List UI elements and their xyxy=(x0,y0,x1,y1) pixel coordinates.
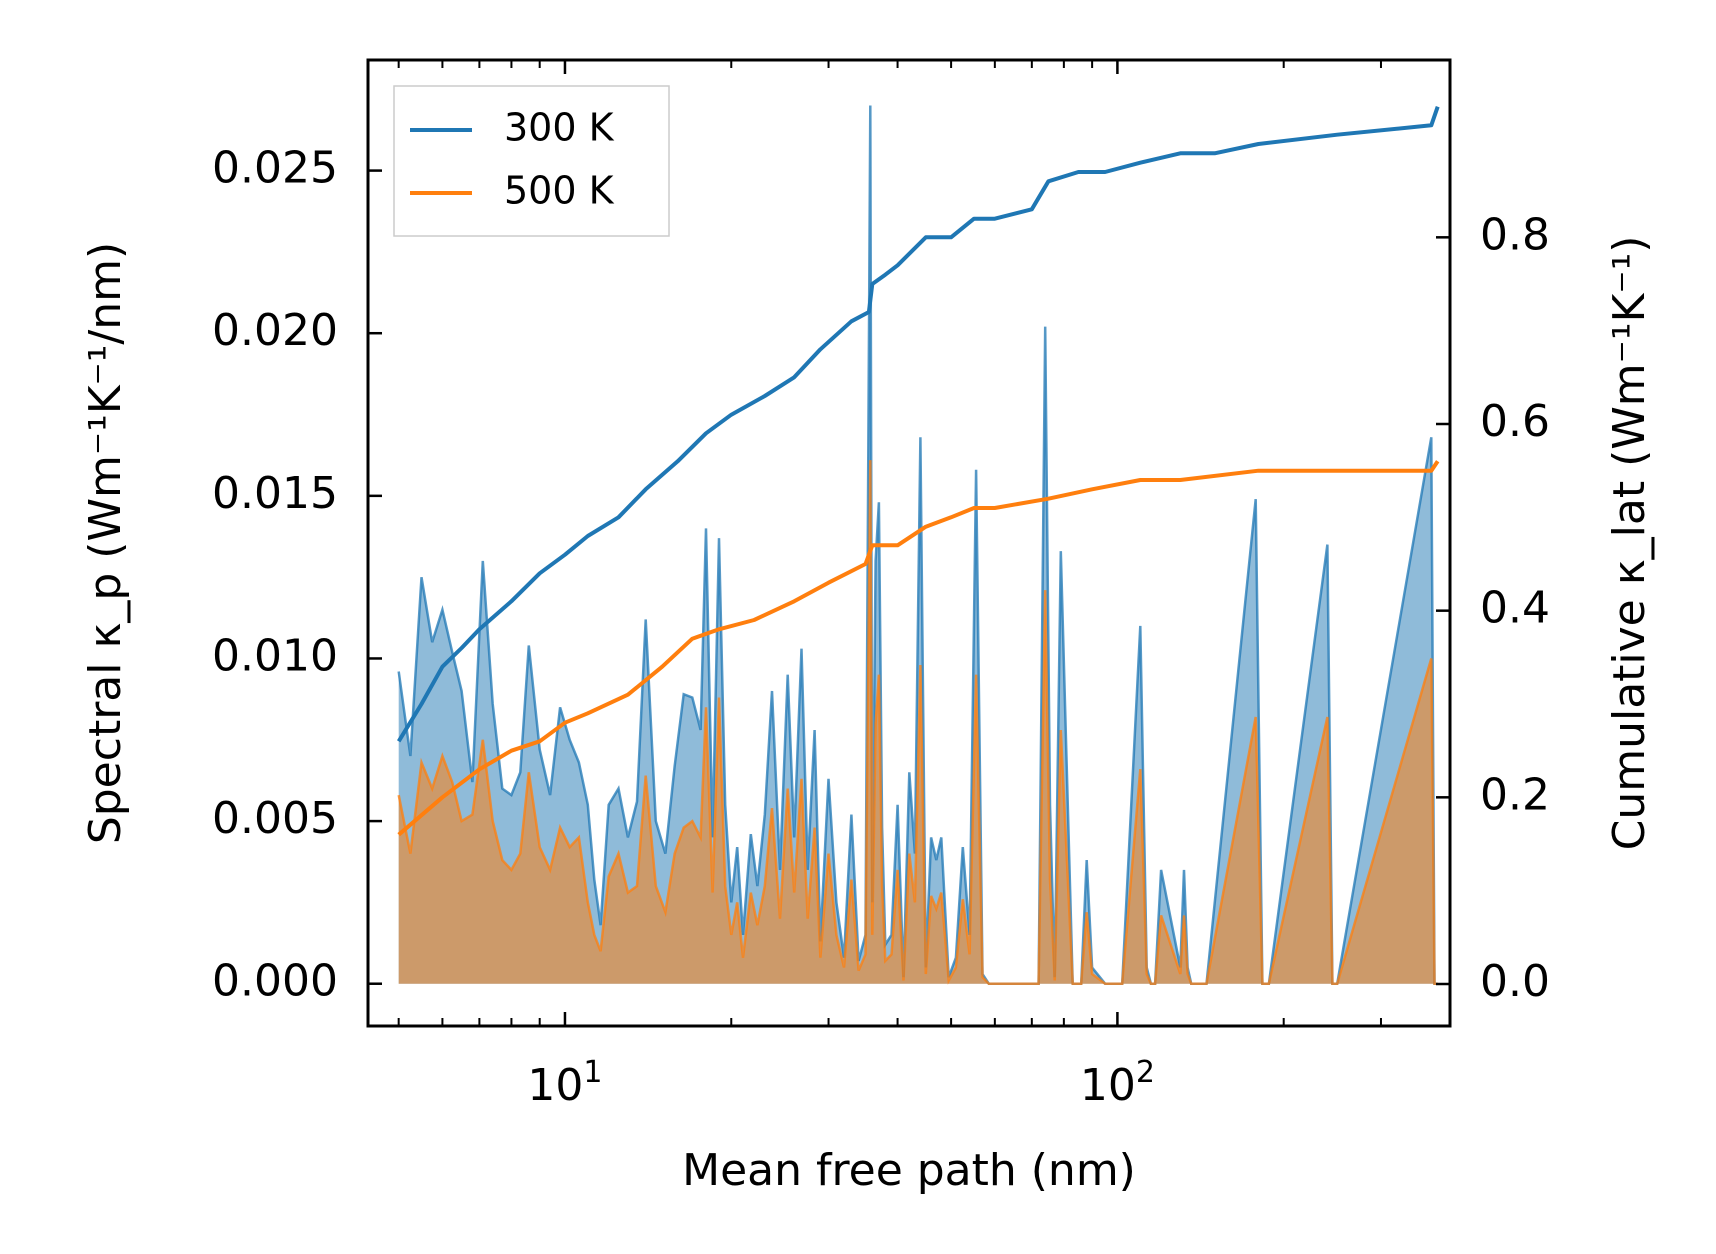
y-left-tick-label: 0.005 xyxy=(212,793,338,844)
y-left-tick-label: 0.025 xyxy=(212,143,338,194)
legend-box xyxy=(393,85,670,237)
y-right-tick-label: 0.6 xyxy=(1480,396,1550,447)
legend: 300 K 500 K xyxy=(393,85,670,237)
plot-area xyxy=(396,105,1440,985)
x-tick-label: 102 xyxy=(1080,1055,1155,1111)
spectral-area-500k xyxy=(398,460,1438,984)
y-right-tick-label: 0.4 xyxy=(1480,583,1550,634)
y-left-tick-label: 0.000 xyxy=(212,956,338,1007)
legend-label-500k: 500 K xyxy=(504,169,615,213)
x-tick-label: 101 xyxy=(527,1055,602,1111)
y-right-tick-label: 0.8 xyxy=(1480,209,1550,260)
y-right-axis-title: Cumulative κ_lat (Wm⁻¹K⁻¹) xyxy=(1604,236,1655,851)
y-left-axis-title: Spectral κ_p (Wm⁻¹K⁻¹/nm) xyxy=(80,242,131,844)
cumulative-line-300k xyxy=(396,106,1440,743)
x-axis-title: Mean free path (nm) xyxy=(682,1145,1136,1196)
y-right-tick-label: 0.2 xyxy=(1480,769,1550,820)
y-left-tick-label: 0.020 xyxy=(212,305,338,356)
tick-marks xyxy=(368,60,1451,1026)
legend-label-300k: 300 K xyxy=(504,106,615,150)
spectral-line-300k xyxy=(397,105,1438,985)
plot-frame xyxy=(366,58,1452,1028)
y-left-tick-label: 0.015 xyxy=(212,468,338,519)
spectral-line-500k xyxy=(397,460,1438,985)
y-right-tick-label: 0.0 xyxy=(1480,956,1550,1007)
cumulative-line-500k xyxy=(397,460,1440,837)
y-left-tick-label: 0.010 xyxy=(212,630,338,681)
